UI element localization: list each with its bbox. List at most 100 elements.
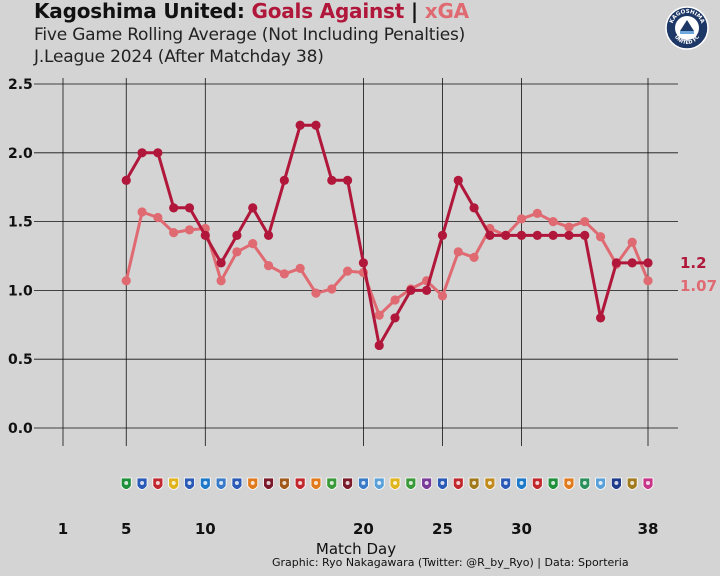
x-axis-ticks: 1 5 10 20 25 30 38	[58, 520, 659, 538]
title-xga: xGA	[424, 0, 469, 23]
xga-point	[643, 276, 653, 286]
goals-against-point	[169, 203, 179, 213]
xga-end-label: 1.07	[680, 277, 717, 295]
icon-md32	[547, 477, 559, 490]
icon-md38	[642, 477, 654, 490]
icon-md18	[326, 477, 338, 490]
x-tick-label: 25	[432, 520, 453, 538]
icon-md8	[168, 477, 180, 490]
xga-point	[453, 247, 463, 257]
crest-dot	[266, 481, 271, 485]
goals-against-point	[611, 258, 621, 268]
x-tick-label: 30	[511, 520, 532, 538]
crest-dot	[566, 481, 571, 485]
goals-against-point	[564, 230, 574, 240]
xga-point	[295, 263, 305, 273]
icon-md10	[199, 477, 211, 490]
title-goals-against: Goals Against	[251, 0, 405, 23]
y-tick-label: 1.5	[8, 215, 33, 231]
goals-against-point	[485, 230, 495, 240]
y-axis-ticks: 0.0 0.5 1.0 1.5 2.0 2.5	[8, 77, 33, 437]
icon-md9	[184, 477, 195, 490]
crest-dot	[472, 481, 477, 485]
crest-dot	[124, 481, 129, 485]
goals-against-point	[437, 230, 448, 240]
xga-point	[169, 228, 179, 238]
goals-against-point	[627, 258, 637, 268]
xga-point	[390, 295, 400, 305]
goals-against-point	[153, 148, 163, 158]
crest-dot	[377, 481, 382, 485]
crest-dot	[424, 481, 429, 485]
goals-against-point	[137, 148, 147, 158]
icon-md6	[136, 477, 148, 490]
goals-against-point	[279, 175, 289, 185]
goals-against-point	[263, 230, 274, 240]
icon-md15	[278, 477, 290, 490]
xga-point	[248, 239, 258, 249]
crest-dot	[345, 481, 350, 485]
crest-dot	[140, 481, 145, 485]
icon-md34	[579, 477, 591, 490]
xga-point	[627, 237, 637, 247]
opponent-icons-row	[120, 477, 654, 490]
crest-dot	[535, 481, 540, 485]
icon-md29	[500, 477, 512, 490]
goals-against-point	[342, 175, 353, 185]
title-team: Kagoshima United:	[34, 0, 252, 23]
crest-dot	[171, 481, 176, 485]
goals-against-point	[548, 230, 558, 240]
x-tick-label: 38	[638, 520, 659, 538]
crest-dot	[408, 481, 413, 485]
xga-point	[469, 252, 479, 262]
xga-point	[263, 261, 274, 271]
goals-against-point	[453, 175, 463, 185]
crest-dot	[630, 481, 635, 485]
y-tick-label: 0.5	[8, 352, 33, 368]
goals-against-point	[516, 230, 527, 240]
icon-md25	[437, 477, 448, 490]
icon-md20	[358, 477, 369, 490]
goals-against-point	[390, 313, 400, 323]
icon-md24	[421, 477, 433, 490]
icon-md11	[215, 477, 227, 490]
chart-subtitle-season: J.League 2024 (After Matchday 38)	[34, 47, 324, 67]
goals-against-point	[121, 175, 131, 185]
crest-dot	[361, 481, 366, 485]
xga-point	[216, 276, 226, 286]
icon-md21	[373, 477, 385, 490]
icon-md35	[595, 477, 606, 490]
xga-point	[564, 222, 574, 232]
crest-dot	[440, 481, 445, 485]
icon-md30	[516, 477, 527, 490]
crest-dot	[187, 481, 192, 485]
goals-against-point	[295, 120, 305, 130]
crest-dot	[155, 481, 160, 485]
goals-against-point	[200, 230, 210, 240]
crest-dot	[282, 481, 287, 485]
crest-dot	[598, 481, 603, 485]
xga-point	[516, 214, 527, 224]
crest-dot	[503, 481, 508, 485]
crest-dot	[219, 481, 224, 485]
xga-point	[311, 288, 321, 298]
x-tick-label: 20	[353, 520, 374, 538]
xga-line	[124, 210, 650, 317]
y-tick-label: 1.0	[8, 283, 33, 299]
title-separator: |	[404, 0, 425, 23]
icon-md14	[263, 477, 274, 490]
goals-against-point	[406, 285, 416, 295]
crest-dot	[551, 481, 556, 485]
goals-against-end-label: 1.2	[680, 254, 707, 272]
crest-dot	[614, 481, 619, 485]
goals-against-point	[311, 120, 321, 130]
crest-dot	[298, 481, 303, 485]
footer-credit: Graphic: Ryo Nakagawara (Twitter: @R_by_…	[272, 556, 629, 569]
crest-dot	[250, 481, 255, 485]
goals-against-point	[184, 203, 195, 213]
icon-md16	[294, 477, 306, 490]
goals-against-point	[469, 203, 479, 213]
icon-md27	[468, 477, 480, 490]
xga-point	[137, 207, 147, 217]
xga-point	[580, 217, 590, 227]
